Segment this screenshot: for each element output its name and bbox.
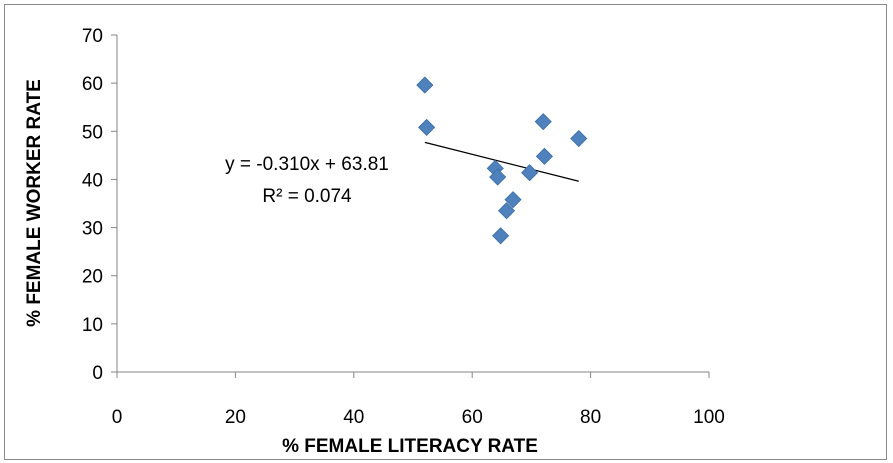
trendline-equation: y = -0.310x + 63.81 — [225, 154, 389, 175]
data-point — [489, 168, 507, 186]
y-tick-label: 0 — [92, 363, 103, 384]
x-tick-label: 0 — [112, 407, 123, 428]
data-point — [418, 118, 436, 136]
y-tick-label: 70 — [82, 26, 103, 47]
data-point — [492, 227, 510, 245]
x-tick-label: 40 — [343, 407, 364, 428]
y-tick-label: 20 — [82, 267, 103, 288]
data-points — [416, 76, 588, 245]
data-point — [534, 113, 552, 131]
x-tick-label: 20 — [225, 407, 246, 428]
tick-labels: 0 10 20 30 40 50 60 70 0 20 40 60 80 100 — [82, 26, 725, 428]
x-axis-title: % FEMALE LITERACY RATE — [282, 436, 538, 457]
x-tick-label: 100 — [693, 407, 725, 428]
x-tick-label: 60 — [462, 407, 483, 428]
y-tick-label: 60 — [82, 74, 103, 95]
y-tick-label: 30 — [82, 219, 103, 240]
data-point — [521, 164, 539, 182]
trendline — [424, 141, 579, 182]
y-tick-label: 40 — [82, 170, 103, 191]
chart-frame — [4, 4, 887, 460]
data-point — [416, 76, 434, 94]
trendline-r-squared: R² = 0.074 — [262, 186, 352, 207]
y-tick-label: 10 — [82, 315, 103, 336]
x-tick-label: 80 — [580, 407, 601, 428]
data-point — [535, 147, 553, 165]
trendline-group — [424, 141, 579, 182]
y-axis-title: % FEMALE WORKER RATE — [24, 79, 45, 327]
y-tick-label: 50 — [82, 122, 103, 143]
data-point — [570, 129, 588, 148]
data-point — [504, 191, 522, 209]
data-point — [497, 202, 516, 220]
axes — [111, 34, 710, 378]
